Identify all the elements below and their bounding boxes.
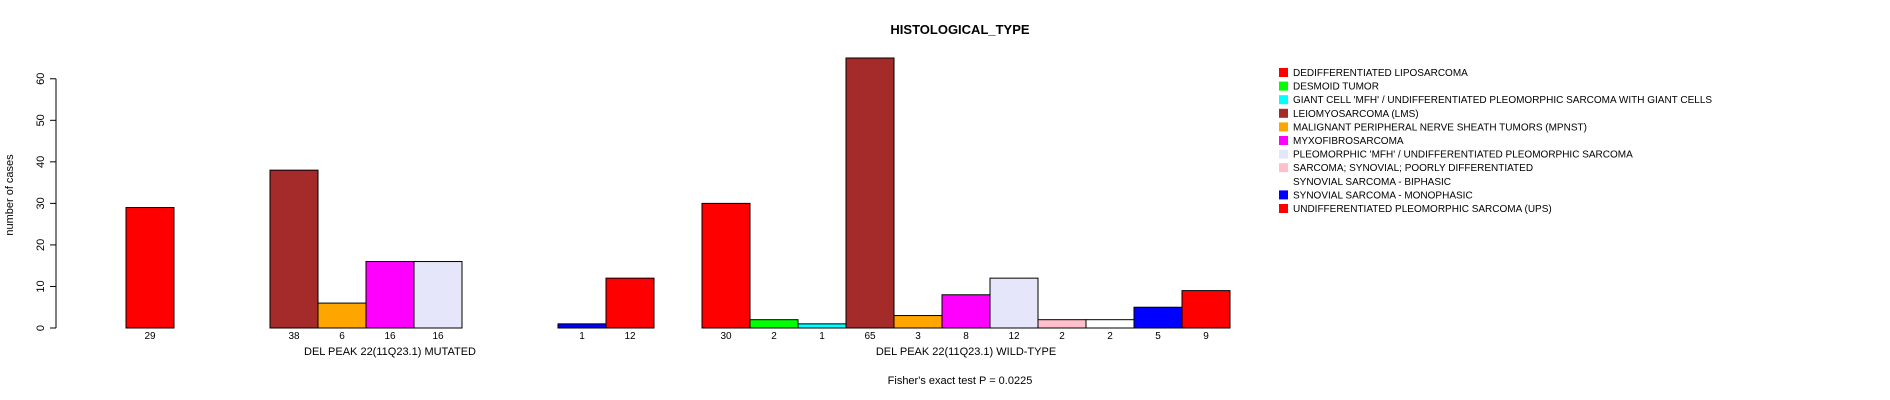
legend-item: DESMOID TUMOR xyxy=(1279,81,1379,93)
legend-item: UNDIFFERENTIATED PLEOMORPHIC SARCOMA (UP… xyxy=(1279,204,1552,215)
legend-item: MALIGNANT PERIPHERAL NERVE SHEATH TUMORS… xyxy=(1279,122,1587,133)
legend-swatch xyxy=(1279,149,1288,159)
y-tick-label: 10 xyxy=(35,280,47,292)
legend-label: SARCOMA; SYNOVIAL; POORLY DIFFERENTIATED xyxy=(1293,163,1533,174)
legend-label: DEDIFFERENTIATED LIPOSARCOMA xyxy=(1293,68,1468,79)
legend-label: LEIOMYOSARCOMA (LMS) xyxy=(1293,109,1419,120)
fisher-test-note: Fisher's exact test P = 0.0225 xyxy=(888,375,1033,387)
y-tick-label: 20 xyxy=(35,239,47,251)
legend-swatch xyxy=(1279,176,1288,186)
legend-label: DESMOID TUMOR xyxy=(1293,82,1379,93)
bar xyxy=(845,57,895,329)
bar xyxy=(605,277,655,329)
bar xyxy=(893,315,943,329)
legend-swatch xyxy=(1279,163,1288,173)
bar-group: 30 2 1 65 3 8 12 2 2 5 9 DEL PEAK 22(11Q23.1) WILD-… xyxy=(701,57,1231,358)
y-axis-label: number of cases xyxy=(4,154,16,236)
legend-label: SYNOVIAL SARCOMA - BIPHASIC xyxy=(1293,177,1451,188)
y-axis: 0 10 20 30 40 50 60 xyxy=(35,73,57,331)
bar-count-label: 2 xyxy=(1107,331,1113,342)
legend-swatch xyxy=(1279,204,1288,213)
legend-item: MYXOFIBROSARCOMA xyxy=(1279,136,1404,147)
bar xyxy=(269,169,319,329)
group-label: DEL PEAK 22(11Q23.1) MUTATED xyxy=(304,346,476,358)
legend-item: SYNOVIAL SARCOMA - BIPHASIC xyxy=(1279,176,1451,188)
bar xyxy=(1085,319,1135,329)
bar xyxy=(413,261,463,329)
bar xyxy=(797,323,847,329)
y-tick-label: 0 xyxy=(35,325,47,331)
legend-swatch xyxy=(1279,122,1288,132)
bar-count-label: 1 xyxy=(819,331,825,342)
bar xyxy=(701,202,751,329)
legend-swatch xyxy=(1279,68,1288,77)
y-tick-label: 40 xyxy=(35,156,47,168)
bar xyxy=(749,319,799,329)
bar-count-label: 9 xyxy=(1203,331,1209,342)
legend-label: GIANT CELL 'MFH' / UNDIFFERENTIATED PLEO… xyxy=(1293,95,1712,106)
bar-count-label: 16 xyxy=(432,331,444,342)
bar-count-label: 1 xyxy=(579,331,585,342)
legend-label: MALIGNANT PERIPHERAL NERVE SHEATH TUMORS… xyxy=(1293,122,1587,133)
legend-item: DEDIFFERENTIATED LIPOSARCOMA xyxy=(1279,68,1468,79)
legend-label: SYNOVIAL SARCOMA - MONOPHASIC xyxy=(1293,190,1473,201)
legend-label: UNDIFFERENTIATED PLEOMORPHIC SARCOMA (UP… xyxy=(1293,204,1552,215)
legend-swatch xyxy=(1279,81,1288,91)
bar-count-label: 6 xyxy=(339,331,345,342)
y-tick-label: 60 xyxy=(35,73,47,85)
legend-swatch xyxy=(1279,95,1288,105)
bar-count-label: 12 xyxy=(1008,331,1020,342)
bar-count-label: 16 xyxy=(384,331,396,342)
group-label: DEL PEAK 22(11Q23.1) WILD-TYPE xyxy=(876,346,1056,358)
legend-item: SARCOMA; SYNOVIAL; POORLY DIFFERENTIATED xyxy=(1279,163,1533,174)
bar-count-label: 2 xyxy=(771,331,777,342)
bar xyxy=(125,207,175,329)
bar xyxy=(1133,306,1183,329)
bar-count-label: 65 xyxy=(864,331,876,342)
bar-count-label: 29 xyxy=(144,331,156,342)
bar xyxy=(557,323,607,329)
legend-swatch xyxy=(1279,136,1288,145)
legend-item: LEIOMYOSARCOMA (LMS) xyxy=(1279,108,1419,120)
bar-count-label: 38 xyxy=(288,331,300,342)
bar xyxy=(1181,290,1231,329)
chart-title: HISTOLOGICAL_TYPE xyxy=(890,22,1029,37)
legend-label: MYXOFIBROSARCOMA xyxy=(1293,136,1404,147)
bar-count-label: 30 xyxy=(720,331,732,342)
legend-item: PLEOMORPHIC 'MFH' / UNDIFFERENTIATED PLE… xyxy=(1279,149,1633,161)
bar-group: 29 38 6 16 16 1 12 DEL PEAK 22(11Q23.1) MUTATED xyxy=(125,169,655,358)
bar-count-label: 2 xyxy=(1059,331,1065,342)
bar xyxy=(941,294,991,329)
y-tick-label: 30 xyxy=(35,197,47,209)
y-tick-label: 50 xyxy=(35,114,47,126)
legend: DEDIFFERENTIATED LIPOSARCOMA DESMOID TUMO… xyxy=(1279,68,1712,215)
bar-count-label: 3 xyxy=(915,331,921,342)
bar-count-label: 5 xyxy=(1155,331,1161,342)
legend-item: SYNOVIAL SARCOMA - MONOPHASIC xyxy=(1279,190,1473,201)
bar-count-label: 12 xyxy=(624,331,636,342)
bar xyxy=(317,302,367,329)
bar xyxy=(989,277,1039,329)
bar xyxy=(1037,319,1087,329)
legend-item: GIANT CELL 'MFH' / UNDIFFERENTIATED PLEO… xyxy=(1279,95,1712,106)
bar-count-label: 8 xyxy=(963,331,969,342)
legend-swatch xyxy=(1279,190,1288,200)
bar xyxy=(365,261,415,329)
legend-swatch xyxy=(1279,108,1288,118)
legend-label: PLEOMORPHIC 'MFH' / UNDIFFERENTIATED PLE… xyxy=(1293,150,1633,161)
